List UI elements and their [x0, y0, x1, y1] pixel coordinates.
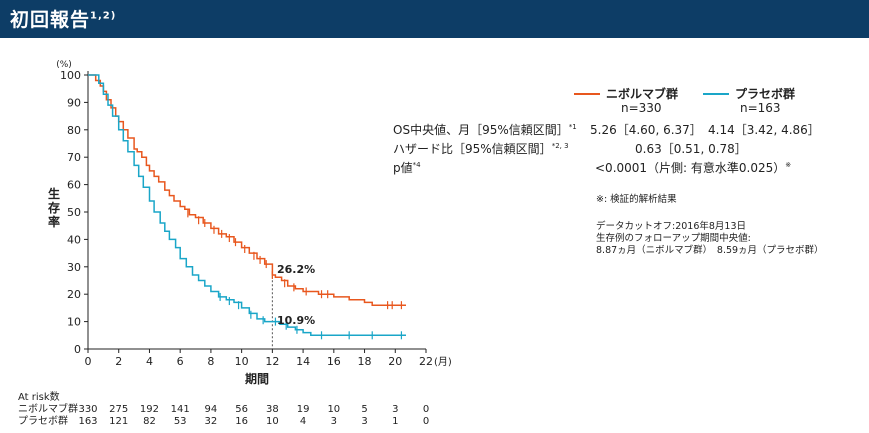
y-tick-label: 50: [67, 206, 81, 219]
at-risk-row-label: ニボルマブ群: [18, 402, 78, 415]
y-tick-label: 0: [74, 343, 81, 356]
title-reference: 1,2): [90, 10, 117, 22]
legend-n-placebo: n=163: [740, 101, 781, 115]
at-risk-value: 192: [140, 404, 159, 415]
x-tick-label: 4: [146, 355, 153, 368]
x-tick-label: 20: [388, 355, 402, 368]
at-risk-value: 5: [361, 404, 367, 415]
y-axis-title-char: 率: [48, 214, 60, 229]
x-tick-label: 8: [207, 355, 214, 368]
annotation-label: 10.9%: [277, 314, 315, 327]
footnote: ※: 検証的解析結果: [596, 194, 677, 205]
at-risk-value: 4: [300, 416, 306, 427]
x-tick-label: 10: [235, 355, 249, 368]
page-title: 初回報告1,2): [10, 5, 116, 32]
p-value-text: <0.0001（片側: 有意水準0.025）: [595, 161, 786, 175]
legend-label-nivo: ニボルマブ群: [606, 87, 679, 101]
os-median-sup: *1: [568, 123, 577, 131]
at-risk-value: 53: [174, 416, 187, 427]
at-risk-value: 3: [361, 416, 367, 427]
y-tick-label: 70: [67, 151, 81, 164]
y-tick-label: 80: [67, 124, 81, 137]
os-median-placebo: 4.14［3.42, 4.86］: [708, 123, 820, 137]
at-risk-value: 10: [266, 416, 279, 427]
page-title-text: 初回報告: [10, 9, 91, 31]
at-risk-value: 330: [78, 404, 97, 415]
at-risk-value: 56: [235, 404, 248, 415]
at-risk-value: 82: [143, 416, 156, 427]
y-tick-label: 10: [67, 316, 81, 329]
at-risk-value: 38: [266, 404, 279, 415]
p-value-label-text: p値: [393, 161, 413, 175]
x-unit-label: (月): [434, 356, 452, 368]
x-tick-label: 6: [177, 355, 184, 368]
at-risk-value: 0: [423, 416, 429, 427]
y-axis-title: 生存率: [47, 186, 60, 229]
at-risk-value: 32: [205, 416, 218, 427]
legend-line-nivo: [574, 93, 600, 95]
at-risk-value: 19: [297, 404, 310, 415]
chart-annotations: 26.2% 10.9%: [277, 263, 315, 327]
at-risk-value: 275: [109, 404, 128, 415]
p-value: <0.0001（片側: 有意水準0.025）※: [595, 159, 791, 176]
x-tick-label: 18: [358, 355, 372, 368]
y-axis-title-char: 生: [48, 186, 60, 201]
x-axis-title: 期間: [245, 371, 269, 386]
at-risk-value: 94: [205, 404, 218, 415]
at-risk-value: 10: [327, 404, 340, 415]
at-risk-title: At risk数: [18, 390, 60, 403]
legend-n-nivo: n=330: [621, 101, 662, 115]
p-value-label: p値*4: [393, 159, 421, 176]
at-risk-value: 16: [235, 416, 248, 427]
p-value-mark: ※: [785, 161, 792, 169]
x-tick-label: 16: [327, 355, 341, 368]
followup-label: 生存例のフォローアップ期間中央値:: [596, 233, 751, 244]
at-risk-value: 141: [171, 404, 190, 415]
hazard-ratio-sup: *2, 3: [551, 142, 569, 150]
x-tick-label: 0: [85, 355, 92, 368]
annotation-label: 26.2%: [277, 263, 315, 276]
y-tick-label: 90: [67, 96, 81, 109]
chart-series: [88, 74, 406, 340]
x-tick-label: 14: [296, 355, 310, 368]
at-risk-value: 3: [392, 404, 398, 415]
followup-values: 8.87ヵ月（ニボルマブ群） 8.59ヵ月（プラセボ群）: [596, 245, 824, 256]
survival-curve-placebo: [88, 74, 406, 337]
x-tick-label: 2: [115, 355, 122, 368]
legend-line-placebo: [703, 93, 729, 95]
hazard-ratio-label-text: ハザード比［95%信頼区間］: [393, 142, 552, 156]
at-risk-value: 1: [392, 416, 398, 427]
at-risk-value: 0: [423, 404, 429, 415]
p-value-sup: *4: [412, 161, 421, 169]
y-tick-label: 40: [67, 233, 81, 246]
y-tick-label: 20: [67, 288, 81, 301]
data-cutoff: データカットオフ:2016年8月13日: [596, 221, 747, 232]
at-risk-value: 121: [109, 416, 128, 427]
hazard-ratio-value: 0.63［0.51, 0.78］: [635, 142, 747, 156]
os-median-nivo: 5.26［4.60, 6.37］: [590, 123, 702, 137]
y-axis-title-char: 存: [47, 200, 60, 215]
legend-label-placebo: プラセボ群: [735, 87, 796, 101]
y-tick-label: 30: [67, 261, 81, 274]
at-risk-row-label: プラセボ群: [18, 414, 68, 427]
hazard-ratio-label: ハザード比［95%信頼区間］*2, 3: [393, 140, 569, 157]
y-unit-label: (%): [56, 60, 72, 70]
os-median-label: OS中央値、月［95%信頼区間］*1: [393, 121, 577, 138]
y-tick-label: 60: [67, 179, 81, 192]
at-risk-value: 163: [78, 416, 97, 427]
chart-axes: 0 10 20 30 40 50 60 70 80 90 100 0 2 4 6 8 10 12 14 16 18 20 2…: [47, 60, 452, 386]
x-tick-label: 22: [419, 355, 433, 368]
survival-curve-nivo: [88, 74, 406, 306]
os-median-label-text: OS中央値、月［95%信頼区間］: [393, 123, 569, 137]
y-tick-label: 100: [60, 69, 81, 82]
at-risk-value: 3: [331, 416, 337, 427]
header-bar: 初回報告1,2): [0, 0, 869, 38]
x-tick-label: 12: [265, 355, 279, 368]
